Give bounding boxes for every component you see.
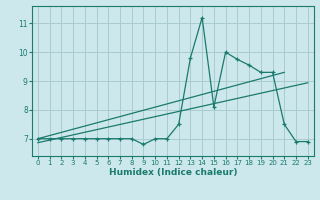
X-axis label: Humidex (Indice chaleur): Humidex (Indice chaleur)	[108, 168, 237, 177]
